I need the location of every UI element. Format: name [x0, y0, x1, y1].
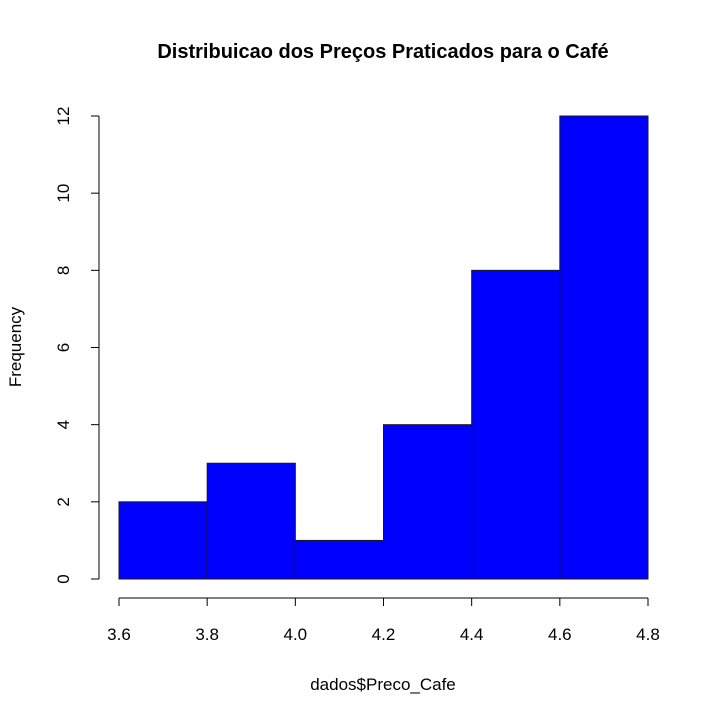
y-axis-label: Frequency	[6, 306, 25, 387]
y-tick-label: 6	[54, 343, 73, 352]
histogram-bar-1	[206, 462, 296, 580]
x-axis: 3.6 3.8 4.0 4.2 4.4 4.6 4.8	[107, 597, 660, 644]
x-axis-label: dados$Preco_Cafe	[310, 675, 456, 694]
x-tick-label: 4.0	[284, 625, 308, 644]
histogram-bar-4	[471, 269, 561, 580]
y-tick-label: 10	[54, 184, 73, 203]
histogram-bar-2	[294, 539, 385, 580]
y-tick-label: 4	[54, 420, 73, 429]
histogram-bar-5	[559, 115, 649, 580]
x-tick-label: 3.6	[107, 625, 131, 644]
y-tick-label: 2	[54, 497, 73, 506]
y-tick-label: 12	[54, 107, 73, 126]
chart-title: Distribuicao dos Preços Praticados para …	[157, 41, 608, 63]
histogram-bar-0	[118, 501, 208, 580]
histogram-bar-3	[383, 424, 473, 580]
x-tick-label: 4.4	[460, 625, 484, 644]
y-tick-label: 8	[54, 266, 73, 275]
y-tick-label: 0	[54, 574, 73, 583]
x-tick-label: 4.8	[636, 625, 660, 644]
x-tick-label: 4.6	[548, 625, 572, 644]
bars-group	[118, 115, 649, 580]
y-axis: 0 2 4 6 8 10 12	[54, 107, 100, 584]
x-tick-label: 3.8	[195, 625, 219, 644]
x-tick-label: 4.2	[372, 625, 396, 644]
